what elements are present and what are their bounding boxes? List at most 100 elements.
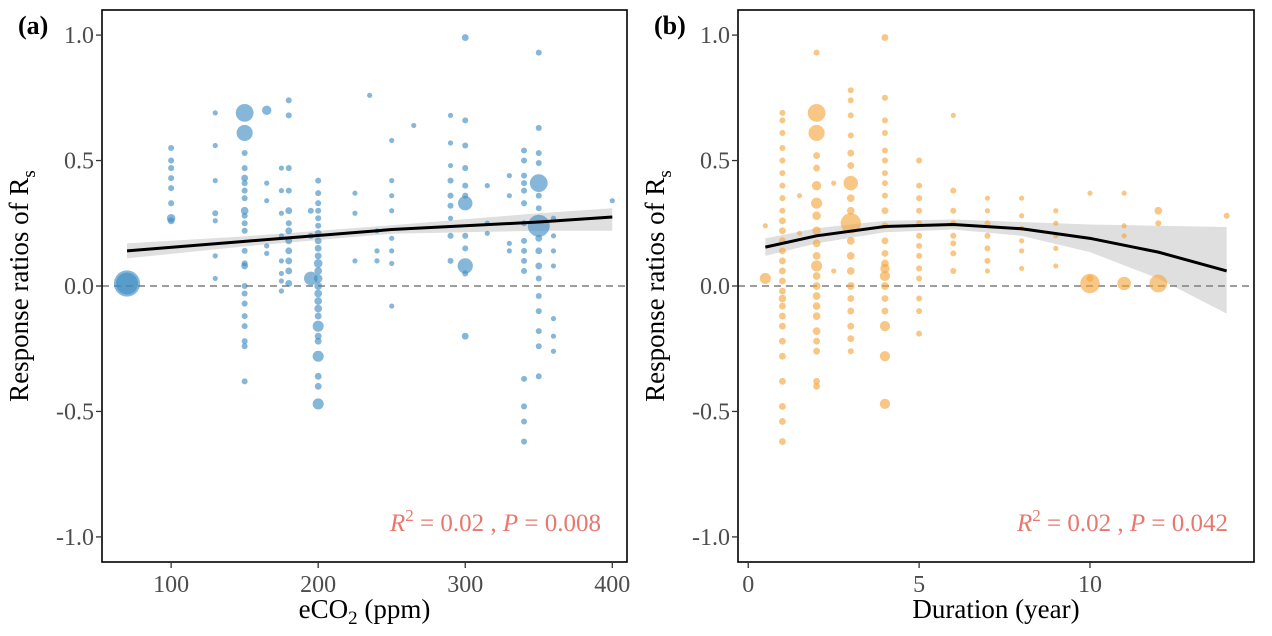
data-point bbox=[116, 272, 138, 295]
data-point bbox=[285, 280, 293, 287]
data-point bbox=[241, 174, 249, 182]
data-point bbox=[881, 129, 888, 136]
data-point bbox=[389, 235, 395, 241]
data-point bbox=[521, 247, 528, 254]
panel-label: (a) bbox=[18, 11, 48, 40]
data-point bbox=[535, 160, 542, 167]
data-point bbox=[813, 377, 821, 385]
data-point bbox=[506, 173, 512, 179]
data-point bbox=[285, 165, 292, 172]
x-tick-label: 200 bbox=[300, 572, 336, 598]
data-point bbox=[778, 302, 786, 310]
data-point bbox=[529, 174, 548, 193]
data-point bbox=[1080, 273, 1100, 294]
data-point bbox=[314, 382, 322, 390]
data-point bbox=[389, 193, 395, 199]
stat-annotation: R2 = 0.02 , P = 0.042 bbox=[1016, 506, 1228, 537]
data-point bbox=[278, 278, 285, 284]
data-point bbox=[285, 220, 292, 227]
data-point bbox=[843, 175, 858, 191]
data-point bbox=[881, 94, 888, 101]
stat-annotation: R2 = 0.02 , P = 0.008 bbox=[389, 506, 601, 537]
data-point bbox=[168, 165, 175, 172]
data-point bbox=[778, 418, 786, 425]
data-point bbox=[812, 292, 821, 300]
data-point bbox=[1019, 248, 1025, 254]
data-point bbox=[389, 178, 395, 184]
data-point bbox=[811, 197, 823, 209]
data-point bbox=[241, 150, 248, 157]
data-point bbox=[168, 185, 175, 192]
data-point bbox=[778, 277, 786, 285]
data-point bbox=[1121, 233, 1127, 239]
data-point bbox=[881, 180, 888, 187]
y-tick-label: -1.0 bbox=[56, 525, 94, 551]
data-point bbox=[314, 252, 322, 260]
data-point bbox=[278, 288, 285, 294]
data-point bbox=[457, 258, 473, 274]
x-axis-title: eCO2 (ppm) bbox=[299, 594, 431, 629]
data-point bbox=[506, 193, 512, 199]
data-point bbox=[521, 180, 528, 187]
data-point bbox=[779, 129, 786, 136]
data-point bbox=[447, 257, 454, 264]
data-point bbox=[813, 337, 821, 345]
data-point bbox=[984, 257, 991, 264]
data-point bbox=[462, 165, 469, 172]
data-point bbox=[846, 267, 855, 275]
data-points bbox=[113, 34, 615, 445]
data-point bbox=[241, 195, 248, 202]
data-point bbox=[521, 257, 528, 264]
data-point bbox=[241, 212, 248, 219]
data-point bbox=[779, 195, 786, 202]
data-point bbox=[916, 265, 923, 272]
data-point bbox=[880, 263, 890, 274]
data-point bbox=[779, 207, 786, 214]
data-point bbox=[916, 275, 923, 282]
data-point bbox=[315, 222, 322, 229]
data-point bbox=[521, 200, 528, 207]
data-point bbox=[1155, 220, 1162, 227]
data-point bbox=[374, 248, 380, 254]
data-point bbox=[314, 289, 323, 298]
data-point bbox=[447, 192, 454, 199]
panel-a: 1.0 0.5 0.0 -0.5 -1.0 100 200 300 400 eCO2 (ppm) R… bbox=[4, 9, 630, 629]
data-point bbox=[916, 252, 923, 259]
data-point bbox=[535, 293, 542, 300]
data-point bbox=[847, 87, 854, 94]
data-point bbox=[881, 147, 888, 154]
data-point bbox=[212, 142, 218, 149]
data-point bbox=[285, 207, 293, 215]
data-point bbox=[304, 271, 318, 286]
y-tick-label: -0.5 bbox=[56, 399, 94, 425]
data-point bbox=[285, 97, 292, 104]
data-point bbox=[168, 157, 175, 164]
data-point bbox=[778, 294, 787, 303]
data-point bbox=[314, 337, 322, 345]
data-point bbox=[1154, 206, 1163, 215]
y-tick-label: 0.0 bbox=[700, 274, 730, 300]
data-point bbox=[881, 249, 889, 257]
data-point bbox=[916, 195, 923, 202]
data-point bbox=[984, 232, 991, 239]
data-point bbox=[521, 172, 528, 179]
data-point bbox=[984, 208, 991, 214]
data-point bbox=[881, 157, 888, 164]
data-point bbox=[521, 147, 528, 154]
panel-label: (b) bbox=[654, 11, 686, 40]
data-point bbox=[285, 187, 292, 194]
data-point bbox=[984, 195, 991, 201]
data-point bbox=[779, 144, 786, 152]
data-point bbox=[285, 247, 293, 255]
data-point bbox=[1117, 276, 1131, 291]
data-point bbox=[916, 182, 923, 189]
y-tick-label: -1.0 bbox=[692, 525, 730, 551]
data-point bbox=[314, 244, 322, 252]
data-point bbox=[535, 262, 543, 270]
data-point bbox=[1149, 274, 1168, 293]
data-point bbox=[778, 322, 786, 330]
data-point bbox=[779, 117, 786, 124]
data-point bbox=[916, 242, 923, 249]
data-point bbox=[521, 187, 528, 194]
data-point bbox=[813, 382, 821, 390]
